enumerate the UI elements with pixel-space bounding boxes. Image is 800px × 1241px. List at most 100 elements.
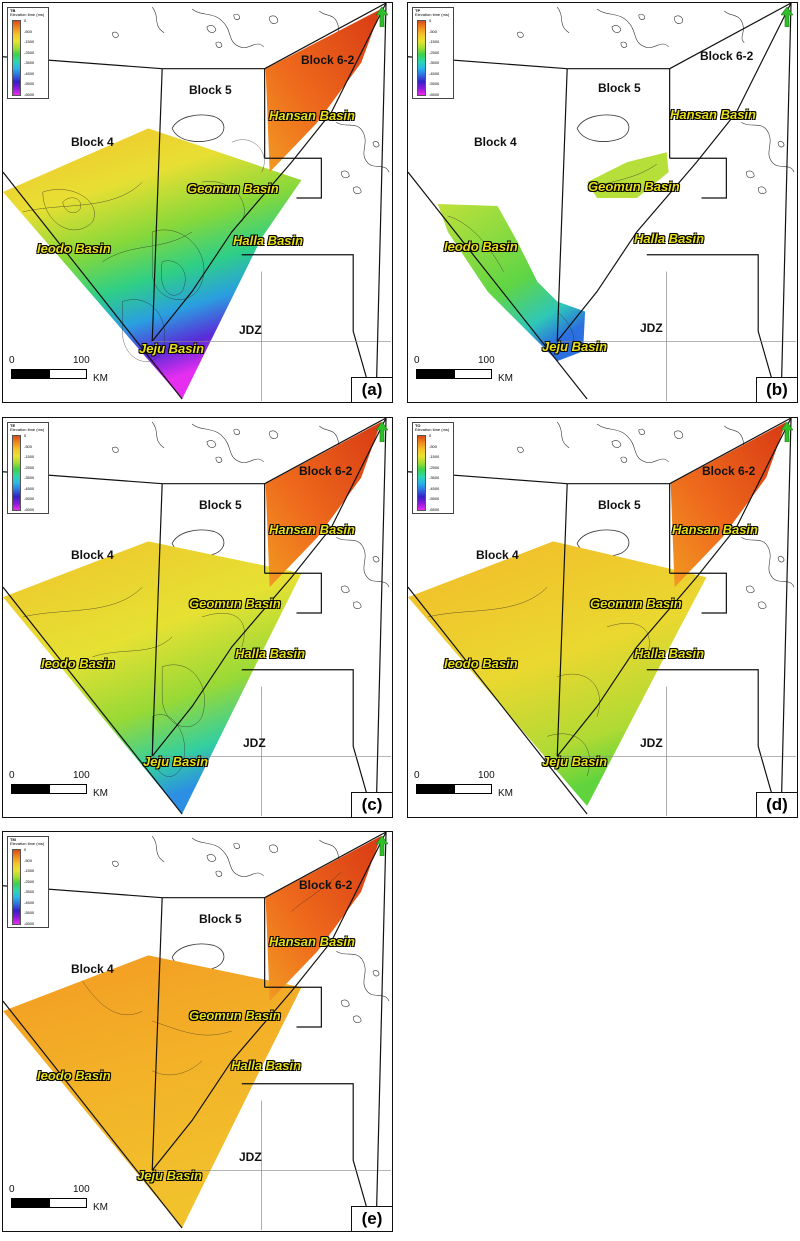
label-ieodo: Ieodo Basin	[41, 656, 115, 671]
legend-ticks: 0 -500 -1500 -2500 -3500 -4500 -5500 -6500	[429, 19, 453, 97]
legend-tick: -4500	[429, 485, 440, 491]
map-panel-a: TB Elevation time (ms) 0 -500 -1500 -2500 -3…	[2, 2, 393, 403]
label-block4: Block 4	[474, 135, 517, 149]
legend: TE Elevation time (ms) 0 -500 -1500 -2500 -3…	[7, 422, 49, 514]
scale-unit: KM	[498, 788, 513, 799]
legend-tick: -500	[24, 28, 33, 34]
surface-e-ne	[265, 836, 382, 1002]
legend-tick: -6500	[24, 507, 35, 512]
color-ramp	[417, 20, 426, 96]
scale-zero: 0	[414, 355, 420, 366]
label-jeju: Jeju Basin	[139, 341, 205, 356]
label-geomun: Geomun Basin	[189, 1008, 281, 1023]
legend-tick: -500	[429, 28, 438, 34]
label-geomun: Geomun Basin	[187, 181, 279, 196]
legend-tick: -5500	[24, 910, 35, 916]
legend-ticks: 0 -500 -1500 -2500 -3500 -4500 -5500 -6500	[24, 434, 48, 512]
scale-segment	[454, 784, 492, 794]
scale-segment	[49, 784, 87, 794]
label-block62: Block 6-2	[700, 49, 754, 63]
legend: TO Elevation time (ms) 0 -500 -1500 -2500 -3…	[412, 422, 454, 514]
legend-tick: 0	[24, 847, 27, 852]
scale-unit: KM	[93, 373, 108, 384]
scale-hundred: 100	[73, 770, 90, 781]
scale-hundred: 100	[73, 1184, 90, 1195]
label-hansan: Hansan Basin	[672, 522, 758, 537]
label-ieodo: Ieodo Basin	[444, 239, 518, 254]
surface-d	[408, 541, 707, 807]
label-block62: Block 6-2	[301, 53, 355, 67]
legend-title: TM	[10, 837, 16, 842]
legend-tick: -3500	[24, 60, 35, 66]
scale-unit: KM	[498, 373, 513, 384]
legend-ticks: 0 -500 -1500 -2500 -3500 -4500 -5500 -6500	[24, 848, 48, 926]
scale-hundred: 100	[478, 770, 495, 781]
legend-tick: -6500	[429, 507, 440, 512]
label-block4: Block 4	[71, 962, 114, 976]
legend-tick: -5500	[429, 81, 440, 87]
label-block62: Block 6-2	[299, 464, 353, 478]
legend-tick: -5500	[24, 81, 35, 87]
legend-tick: -4500	[24, 485, 35, 491]
label-halla: Halla Basin	[231, 1058, 302, 1073]
map-a	[3, 3, 392, 402]
legend-tick: 0	[429, 18, 432, 23]
legend-tick: -6500	[24, 92, 35, 97]
panel-label: (e)	[351, 1206, 392, 1231]
legend-tick: -1500	[24, 454, 35, 460]
legend-tick: -6500	[429, 92, 440, 97]
scale-hundred: 100	[73, 355, 90, 366]
legend-tick: -4500	[24, 70, 35, 76]
scale-segment	[454, 369, 492, 379]
scale-segment	[49, 369, 87, 379]
label-halla: Halla Basin	[634, 231, 705, 246]
legend-tick: -2500	[24, 464, 35, 470]
scale-segment	[49, 1198, 87, 1208]
scale-bar: 0 100 KM	[9, 1184, 108, 1214]
scale-zero: 0	[9, 355, 15, 366]
scale-zero: 0	[414, 770, 420, 781]
legend-subtitle: Elevation time (ms)	[415, 12, 450, 17]
legend-tick: -4500	[24, 899, 35, 905]
color-ramp	[12, 849, 21, 925]
legend-tick: -3500	[24, 475, 35, 481]
label-ieodo: Ieodo Basin	[37, 1068, 111, 1083]
label-jdz: JDZ	[640, 321, 663, 335]
scale-segment	[11, 1198, 49, 1208]
legend-tick: -6500	[24, 921, 35, 926]
legend-tick: -500	[429, 443, 438, 449]
legend-tick: 0	[429, 433, 432, 438]
legend-tick: -1500	[24, 868, 35, 874]
legend-tick: -2500	[429, 464, 440, 470]
scale-segment	[11, 369, 49, 379]
label-hansan: Hansan Basin	[269, 934, 355, 949]
label-block62: Block 6-2	[702, 464, 756, 478]
label-block5: Block 5	[598, 498, 641, 512]
label-jdz: JDZ	[640, 736, 663, 750]
legend-tick: -500	[24, 857, 33, 863]
scale-bar: 0 100 KM	[414, 355, 513, 385]
legend-tick: -500	[24, 443, 33, 449]
scale-zero: 0	[9, 770, 15, 781]
legend-ticks: 0 -500 -1500 -2500 -3500 -4500 -5500 -6500	[429, 434, 453, 512]
north-arrow-icon	[780, 6, 794, 28]
legend: TP Elevation time (ms) 0 -500 -1500 -2500 -3…	[412, 7, 454, 99]
north-arrow-icon	[375, 6, 389, 28]
label-jeju: Jeju Basin	[137, 1168, 203, 1183]
panel-label: (b)	[756, 377, 797, 402]
map-c	[3, 418, 392, 817]
legend-tick: -5500	[429, 496, 440, 502]
legend-tick: -1500	[24, 39, 35, 45]
legend-tick: -5500	[24, 496, 35, 502]
label-block62: Block 6-2	[299, 878, 353, 892]
scale-hundred: 100	[478, 355, 495, 366]
surface-b-geomun	[587, 152, 669, 199]
label-geomun: Geomun Basin	[590, 596, 682, 611]
legend-subtitle: Elevation time (ms)	[415, 427, 450, 432]
legend-tick: -3500	[24, 889, 35, 895]
legend-subtitle: Elevation time (ms)	[10, 841, 45, 846]
label-block4: Block 4	[71, 548, 114, 562]
panel-label: (a)	[351, 377, 392, 402]
label-hansan: Hansan Basin	[269, 522, 355, 537]
legend-title: TO	[415, 423, 421, 428]
